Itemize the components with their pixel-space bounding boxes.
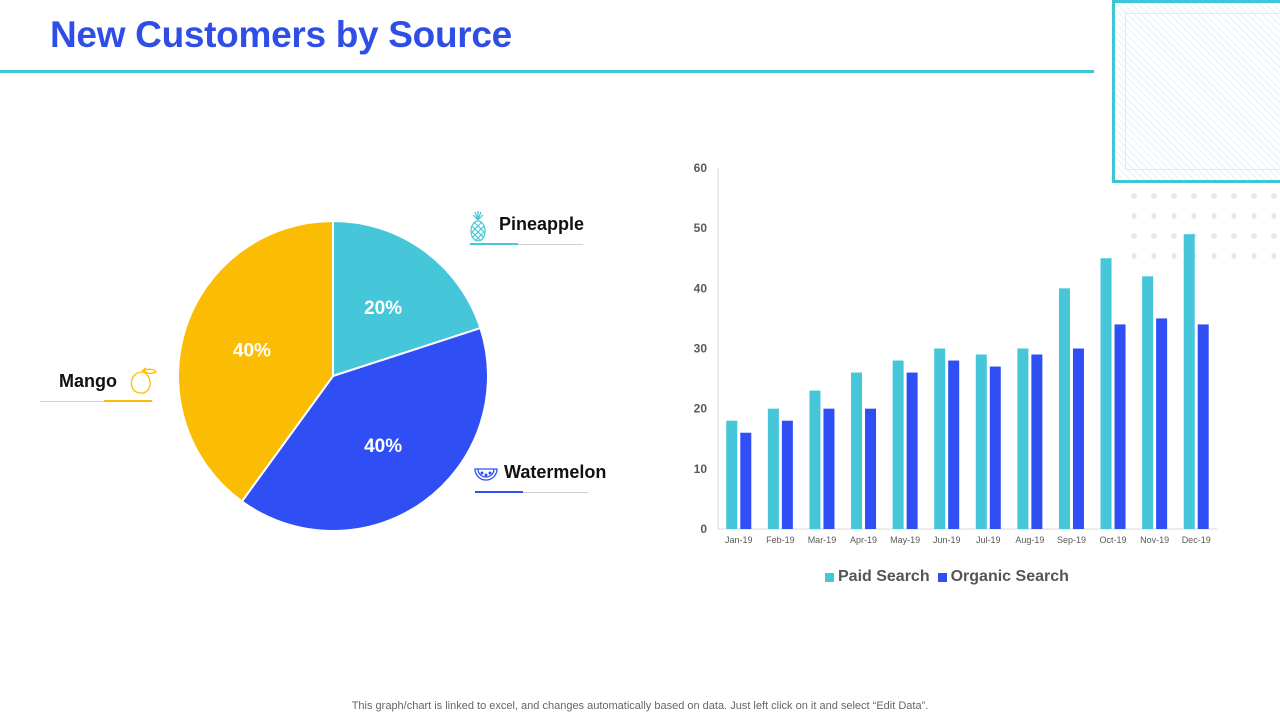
x-tick-label: Oct-19 (1100, 535, 1127, 545)
bar-organic-search-jul-19 (989, 366, 1001, 529)
y-tick-label: 50 (694, 221, 708, 235)
x-tick-label: Apr-19 (850, 535, 877, 545)
bar-organic-search-mar-19 (823, 408, 835, 529)
legend-item-organic-search: Organic Search (937, 568, 1069, 586)
bar-organic-search-jun-19 (948, 360, 960, 529)
x-tick-label: Mar-19 (808, 535, 837, 545)
bar-paid-search-aug-19 (1017, 348, 1029, 529)
watermelon-label-accent (475, 491, 523, 493)
mango-label-accent (104, 400, 152, 402)
pie-data-label-watermelon: 40% (364, 436, 402, 457)
pie-chart: 20% 40% 40% (177, 219, 489, 532)
bar-organic-search-jan-19 (740, 432, 752, 529)
bar-paid-search-oct-19 (1100, 258, 1112, 529)
x-tick-label: Dec-19 (1182, 535, 1211, 545)
pie-data-label-mango: 40% (233, 341, 271, 362)
page-title: New Customers by Source (50, 14, 512, 55)
x-tick-label: Feb-19 (766, 535, 795, 545)
bar-organic-search-nov-19 (1156, 318, 1168, 529)
bar-paid-search-mar-19 (809, 390, 821, 529)
bar-organic-search-oct-19 (1114, 324, 1126, 529)
pie-slice-watermelon (240, 326, 489, 532)
x-tick-label: May-19 (890, 535, 920, 545)
bar-paid-search-sep-19 (1058, 288, 1070, 529)
footnote: This graph/chart is linked to excel, and… (351, 700, 929, 712)
pineapple-label-accent (470, 243, 518, 245)
legend-label-paid-search: Paid Search (838, 568, 930, 585)
bar-paid-search-feb-19 (767, 408, 779, 529)
bar-organic-search-may-19 (906, 372, 918, 529)
y-tick-label: 60 (694, 161, 708, 175)
mango-label-line (40, 401, 153, 402)
x-tick-label: Nov-19 (1140, 535, 1169, 545)
y-tick-label: 0 (700, 522, 707, 536)
decorative-hatched-box (1112, 0, 1280, 183)
legend-label-organic-search: Organic Search (950, 568, 1069, 585)
x-tick-label: Aug-19 (1015, 535, 1044, 545)
bar-organic-search-apr-19 (865, 408, 877, 529)
bar-organic-search-dec-19 (1197, 324, 1209, 529)
y-tick-label: 30 (694, 342, 708, 356)
legend-swatch-organic-search (937, 572, 947, 582)
bar-paid-search-apr-19 (851, 372, 863, 529)
bar-organic-search-aug-19 (1031, 354, 1043, 529)
x-tick-label: Sep-19 (1057, 535, 1086, 545)
title-underline (0, 70, 1094, 73)
x-tick-label: Jun-19 (933, 535, 961, 545)
y-tick-label: 40 (694, 281, 708, 295)
y-tick-label: 20 (694, 402, 708, 416)
pie-label-watermelon: Watermelon (504, 462, 607, 482)
bar-paid-search-jul-19 (975, 354, 987, 529)
pie-data-label-pineapple: 20% (364, 298, 402, 319)
mango-icon (130, 367, 157, 394)
bar-organic-search-sep-19 (1072, 348, 1084, 529)
bar-paid-search-may-19 (892, 360, 904, 529)
pie-label-mango: Mango (59, 371, 117, 391)
legend-swatch-paid-search (825, 572, 834, 582)
pineapple-icon (470, 211, 486, 242)
bar-chart-legend: Paid Search Organic Search (825, 568, 1077, 586)
legend-item-paid-search: Paid Search (825, 568, 930, 586)
y-tick-label: 10 (694, 462, 708, 476)
decorative-dot-grid (1124, 186, 1280, 272)
watermelon-icon (474, 468, 498, 481)
pineapple-label-line (470, 244, 583, 245)
bar-paid-search-dec-19 (1183, 234, 1195, 529)
bar-paid-search-nov-19 (1142, 276, 1154, 529)
bar-organic-search-feb-19 (781, 420, 793, 529)
bar-paid-search-jun-19 (934, 348, 946, 529)
watermelon-label-line (475, 492, 588, 493)
bar-chart: 0 10 20 30 40 50 60 Jan-19 Feb-19 Mar-19 Apr-19 May… (694, 161, 1217, 545)
pie-label-pineapple: Pineapple (499, 214, 585, 234)
bar-paid-search-jan-19 (726, 420, 738, 529)
pie-slice-mango (177, 219, 334, 503)
x-tick-label: Jan-19 (725, 535, 753, 545)
pie-slice-pineapple (332, 219, 482, 378)
x-tick-label: Jul-19 (976, 535, 1001, 545)
